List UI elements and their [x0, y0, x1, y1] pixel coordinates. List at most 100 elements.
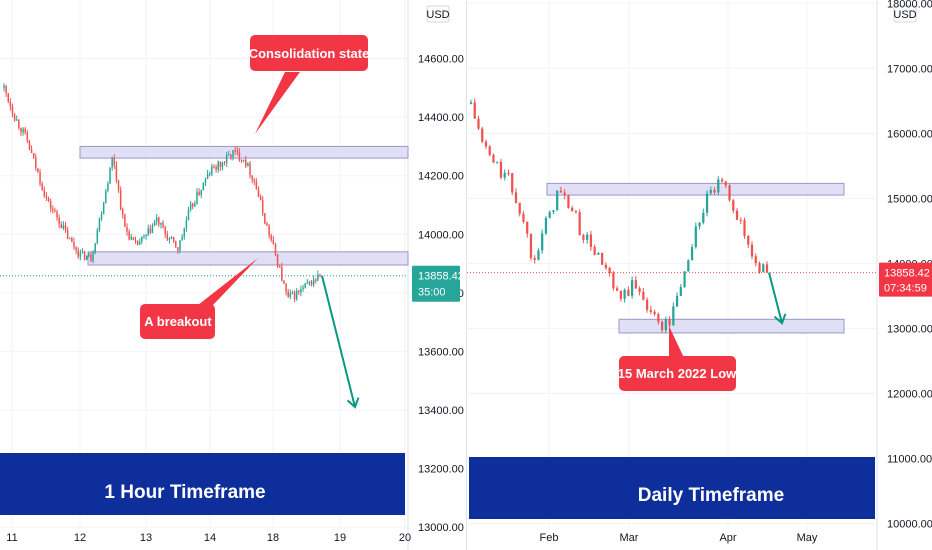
candle-body	[9, 101, 12, 107]
candle-body	[130, 237, 132, 240]
candle-body	[484, 141, 488, 147]
candle-body	[122, 209, 124, 215]
candle-body	[574, 211, 578, 213]
candle-body	[202, 182, 205, 191]
candle-body	[94, 243, 96, 253]
candle-body	[47, 198, 50, 201]
candle-body	[39, 172, 41, 184]
candle-body	[3, 85, 5, 88]
hourly-timeframe-banner: 1 Hour Timeframe	[0, 453, 405, 515]
candle-body	[567, 195, 570, 208]
candle-body	[145, 234, 147, 236]
candle-body	[315, 279, 317, 281]
candle-body	[64, 225, 67, 231]
y-tick-label: 10000.00	[887, 518, 932, 530]
consolidation-callout-pointer	[255, 72, 300, 134]
candle-body	[261, 199, 264, 214]
candle-body	[215, 166, 217, 170]
candle-body	[310, 281, 313, 285]
candle-body	[304, 283, 306, 288]
candle-body	[58, 217, 60, 225]
candle-body	[189, 203, 192, 210]
candle-body	[672, 306, 675, 326]
candle-body	[582, 235, 585, 240]
candle-body	[518, 202, 521, 214]
arrow-shaft	[321, 275, 356, 408]
candle-body	[698, 222, 701, 227]
candle-body	[225, 155, 228, 163]
candle-body	[728, 185, 731, 201]
daily-chart[interactable]: 15 March 2022 Low Daily Timeframe Feb Mar…	[467, 0, 932, 550]
hourly-chart-panel[interactable]: Consolidation state A breakout 1 Hour Ti…	[0, 0, 466, 550]
candle-body	[117, 180, 120, 190]
candle-body	[255, 181, 258, 190]
candle-body	[71, 238, 73, 242]
candle-body	[52, 208, 54, 211]
candle-body	[739, 219, 742, 221]
candle-body	[232, 150, 234, 158]
daily-projection-arrow	[768, 272, 787, 325]
candle-body	[119, 189, 122, 210]
candle-body	[7, 93, 9, 102]
arrow-head	[773, 313, 787, 325]
candle-body	[578, 212, 581, 236]
candle-body	[158, 217, 160, 225]
x-tick-label: Feb	[540, 532, 559, 544]
y-tick-label: 14600.00	[418, 54, 464, 66]
candle-body	[37, 168, 39, 173]
candle-body	[183, 228, 186, 237]
daily-callouts: 15 March 2022 Low	[618, 326, 737, 391]
candle-body	[162, 222, 164, 228]
candle-body	[754, 256, 757, 264]
hourly-y-axis[interactable]: USD 14600.0014400.0014200.0014000.001380…	[418, 5, 464, 534]
hourly-chart[interactable]: Consolidation state A breakout 1 Hour Ti…	[0, 0, 466, 550]
candle-body	[743, 220, 746, 236]
candle-body	[26, 132, 29, 142]
candle-body	[293, 292, 296, 300]
candle-body	[151, 225, 154, 234]
candle-body	[245, 159, 247, 167]
candle-body	[18, 119, 20, 128]
candle-body	[128, 231, 130, 240]
candle-body	[259, 197, 262, 200]
candle-body	[627, 289, 630, 296]
candle-body	[155, 217, 158, 222]
daily-countdown-value: 07:34:59	[884, 283, 927, 295]
candle-body	[664, 319, 667, 331]
candle-body	[289, 293, 292, 297]
candle-body	[230, 154, 232, 158]
daily-last-price-tag: 13858.42 07:34:59	[879, 262, 932, 297]
candle-body	[537, 250, 540, 260]
candle-body	[507, 172, 510, 174]
hourly-x-axis[interactable]: 11 12 13 14 18 19 20	[6, 532, 411, 544]
candle-body	[717, 179, 720, 193]
candle-body	[544, 217, 548, 234]
candle-body	[15, 119, 18, 121]
candle-body	[679, 286, 682, 296]
hourly-countdown-value: 35:00	[418, 287, 446, 299]
candle-body	[638, 288, 641, 292]
candle-body	[552, 210, 555, 212]
x-tick-label: Apr	[719, 532, 736, 544]
candle-body	[477, 118, 480, 129]
candle-body	[107, 183, 109, 191]
candle-body	[66, 230, 69, 239]
candle-body	[492, 154, 495, 163]
daily-x-axis[interactable]: Feb Mar Apr May	[540, 532, 818, 544]
daily-chart-panel[interactable]: 15 March 2022 Low Daily Timeframe Feb Mar…	[466, 0, 932, 550]
candle-body	[45, 195, 48, 199]
candle-body	[124, 214, 126, 227]
hourly-banner-box	[0, 453, 405, 515]
candle-body	[132, 237, 135, 240]
breakout-callout-pointer	[198, 258, 258, 305]
candle-body	[56, 211, 58, 218]
candle-body	[319, 274, 321, 276]
candle-body	[175, 241, 177, 248]
candle-body	[713, 190, 716, 193]
march-low-callout-text: 15 March 2022 Low	[618, 366, 737, 381]
daily-timeframe-banner: Daily Timeframe	[469, 457, 875, 519]
candle-body	[204, 178, 207, 183]
candle-body	[115, 165, 118, 181]
candle-body	[73, 241, 75, 248]
candle-body	[608, 267, 611, 274]
